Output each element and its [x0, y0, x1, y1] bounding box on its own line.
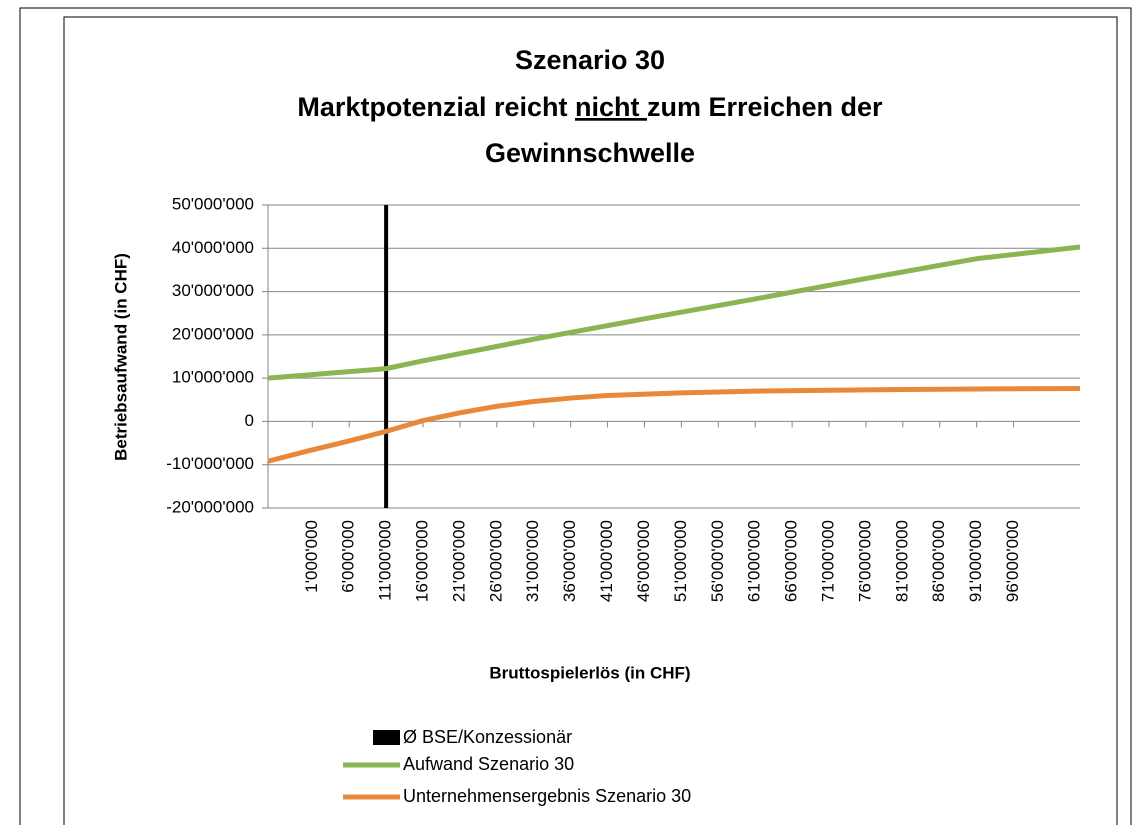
- x-tick-label: 6'000'000: [339, 520, 358, 593]
- x-tick-label: 86'000'000: [929, 520, 948, 602]
- x-tick-label: 21'000'000: [449, 520, 468, 602]
- x-tick-label: 11'000'000: [376, 520, 395, 601]
- title-part: zum Erreichen der: [647, 92, 883, 122]
- x-axis-title: Bruttospielerlös (in CHF): [489, 663, 690, 682]
- y-tick-label: -10'000'000: [166, 454, 254, 473]
- x-tick-label: 46'000'000: [634, 520, 653, 602]
- y-tick-label: 10'000'000: [172, 368, 254, 387]
- y-axis-title: Betriebsaufwand (in CHF): [111, 253, 130, 461]
- x-tick-label: 36'000'000: [560, 520, 579, 602]
- x-tick-label: 66'000'000: [782, 520, 801, 602]
- y-tick-label: 40'000'000: [172, 238, 254, 257]
- x-tick-label: 91'000'000: [966, 520, 985, 602]
- x-tick-label: 1'000'000: [302, 520, 321, 593]
- x-tick-label: 56'000'000: [708, 520, 727, 602]
- data-line: [267, 244, 1081, 381]
- x-tick-label: 76'000'000: [855, 520, 874, 602]
- title-part: nicht: [575, 92, 647, 122]
- x-tick-label: 16'000'000: [413, 520, 432, 602]
- legend-swatch: [373, 730, 400, 745]
- x-tick-label: 41'000'000: [597, 520, 616, 602]
- x-tick-label: 51'000'000: [671, 520, 690, 602]
- chart-title: Gewinnschwelle: [485, 138, 695, 168]
- y-tick-label: 0: [245, 411, 254, 430]
- x-tick-label: 31'000'000: [523, 520, 542, 602]
- x-tick-label: 96'000'000: [1003, 520, 1022, 602]
- title-part: Marktpotenzial reicht: [297, 92, 575, 122]
- y-tick-label: -20'000'000: [166, 497, 254, 516]
- chart-title: Szenario 30: [515, 45, 665, 75]
- y-tick-label: 30'000'000: [172, 281, 254, 300]
- y-tick-label: 20'000'000: [172, 324, 254, 343]
- chart-title: Marktpotenzial reicht nicht zum Erreiche…: [297, 92, 883, 122]
- data-line: [267, 386, 1081, 464]
- legend-label: Ø BSE/Konzessionär: [403, 727, 572, 747]
- legend-label: Aufwand Szenario 30: [403, 754, 574, 774]
- page-frame: [19, 7, 1132, 825]
- x-tick-label: 61'000'000: [745, 520, 764, 602]
- x-tick-label: 81'000'000: [892, 520, 911, 602]
- x-tick-label: 26'000'000: [486, 520, 505, 602]
- y-tick-label: 50'000'000: [172, 194, 254, 213]
- legend-label: Unternehmensergebnis Szenario 30: [403, 786, 691, 806]
- x-tick-label: 71'000'000: [819, 520, 838, 602]
